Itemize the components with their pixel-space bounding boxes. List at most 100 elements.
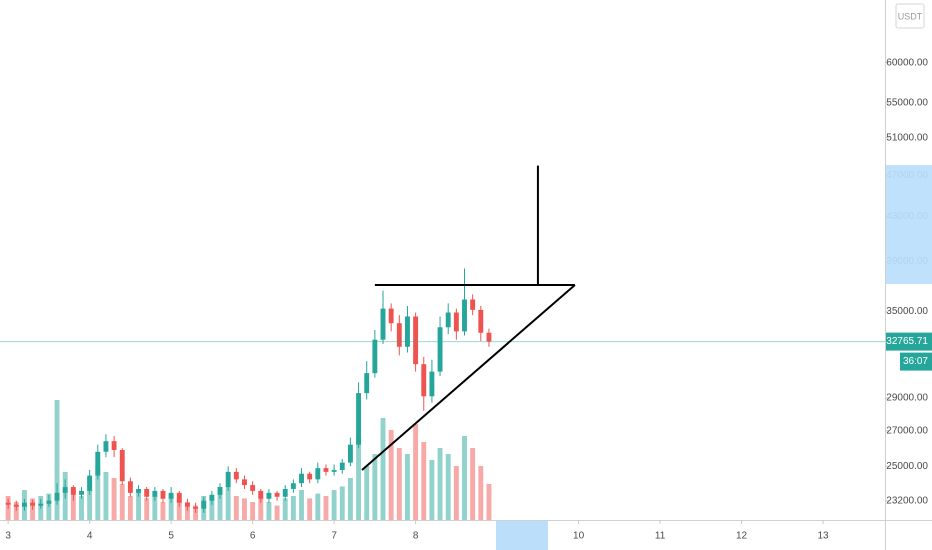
candle-body [405,316,410,347]
candle-body [323,468,329,472]
candle-body [30,502,36,506]
currency-box[interactable] [895,3,925,29]
candle-body [168,492,174,499]
candle-body [356,393,362,445]
volume-bar [233,496,239,520]
x-tick-label: 4 [87,531,93,542]
candle-body [70,487,76,495]
volume-bar [315,493,321,520]
candle-body [413,316,419,365]
volume-bar [274,505,280,520]
volume-bar [184,502,190,520]
volume-bar [470,448,476,520]
candle-body [160,490,166,499]
volume-bar [388,430,394,520]
candle-body [299,473,304,484]
volume-bar [111,478,117,520]
volume-bar [13,502,19,520]
candle-body [437,327,443,372]
volume-bar [79,496,84,520]
candle-body [380,308,386,340]
candle-body [201,500,207,509]
candle-body [103,441,109,452]
candle-body [258,490,264,499]
candle-body [242,479,247,486]
candle-body [152,490,158,497]
candle-body [331,469,337,472]
candle-body [274,492,280,497]
candle-body [453,312,459,332]
x-tick-label: 11 [655,531,666,542]
volume-bar [413,424,419,520]
candle-body [87,475,93,491]
x-tick-label: 12 [736,531,748,542]
volume-bar [144,498,150,520]
volume-bar [266,502,272,520]
volume-bar [380,418,386,520]
plot-area [0,165,885,520]
volume-bar [87,478,93,520]
candle-body [136,488,141,493]
candle-body [184,502,190,507]
candle-body [388,308,394,324]
candle-body [429,371,435,397]
volume-bar [347,478,353,520]
volume-bar [356,436,362,520]
volume-bar [95,466,101,520]
volume-bar [209,498,215,520]
candle-body [22,502,27,507]
candle-body [307,473,313,480]
candle-body [290,483,296,489]
candle-body [127,481,133,493]
volume-bar [152,496,158,520]
candle-body [470,299,476,310]
volume-bar [486,484,492,520]
volume-bar [282,498,288,520]
y-tick-label: 55000.00 [886,97,928,108]
candle-body [282,488,288,497]
candle-body [250,485,256,491]
candle-body [396,323,402,347]
currency-label: USDT [898,11,923,21]
candle-body [266,492,272,499]
candle-body [225,471,231,488]
price-range-highlight [886,165,932,284]
candle-body [372,339,378,374]
candle-body [95,451,101,476]
candle-body [176,492,182,503]
candle-body [5,502,11,505]
volume-bar [70,490,76,520]
volume-bar [168,493,174,520]
x-tick-label: 8 [413,531,419,542]
y-tick-label: 27000.00 [886,425,928,436]
volume-bar [119,484,125,520]
candle-body [217,487,223,495]
candle-body [209,494,215,501]
volume-bar [46,493,52,520]
volume-bar [421,442,427,520]
candle-body [347,444,353,463]
volume-bar [396,448,402,520]
candle-body [478,309,484,333]
volume-bar [54,400,60,520]
volume-bar [307,498,313,520]
y-tick-label: 29000.00 [886,393,928,404]
candle-body [111,441,117,450]
y-tick-label: 23200.00 [886,495,928,506]
volume-bar [364,466,370,520]
volume-bar [372,454,378,520]
volume-bar [299,490,304,520]
candle-body [38,503,44,506]
countdown-box [900,352,932,371]
volume-bar [242,498,247,520]
x-tick-label: 6 [250,531,256,542]
trend-line [361,284,576,471]
volume-bar [339,486,345,520]
y-tick-label: 60000.00 [886,57,928,68]
y-tick-label: 25000.00 [886,461,928,472]
countdown-label: 36:07 [903,356,928,367]
x-tick-label: 3 [5,531,11,542]
volume-bar [217,490,223,520]
